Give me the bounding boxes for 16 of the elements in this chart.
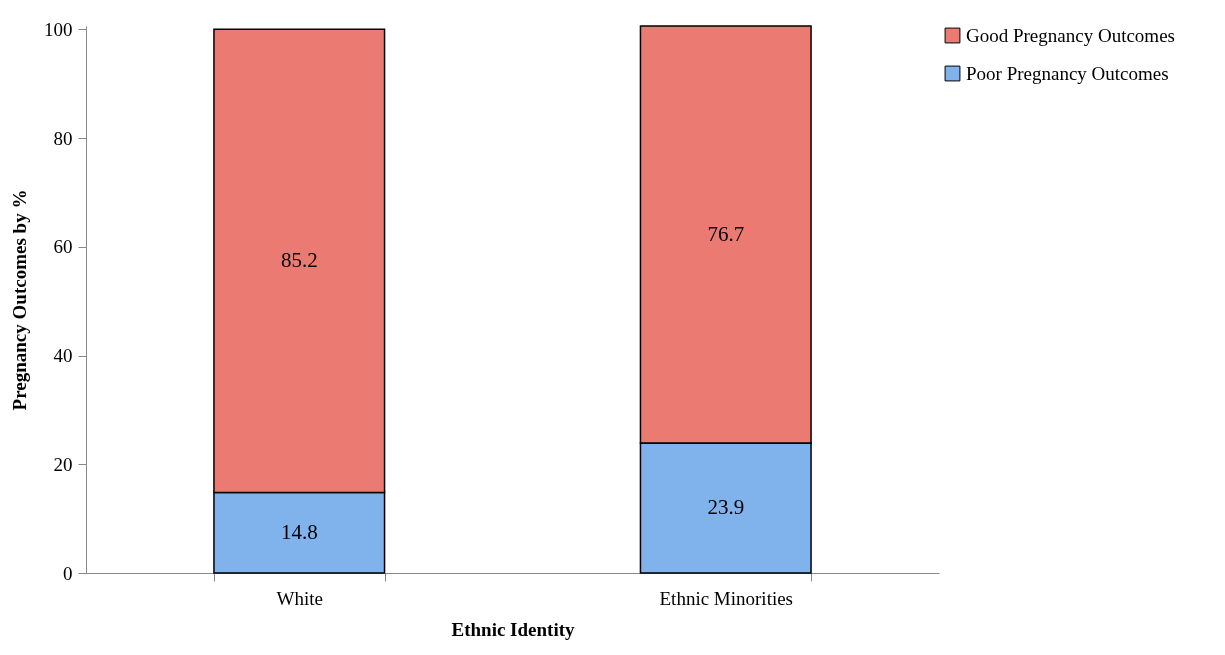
x-tick-label: White — [276, 587, 323, 609]
y-tick-label: 0 — [63, 562, 73, 584]
legend-label: Poor Pregnancy Outcomes — [966, 62, 1169, 84]
data-label: 76.7 — [707, 221, 745, 246]
y-axis-title: Pregnancy Outcomes by % — [9, 189, 30, 411]
x-tick-label: Ethnic Minorities — [659, 587, 794, 609]
y-tick-label: 60 — [53, 236, 73, 258]
y-tick-label: 80 — [53, 127, 73, 149]
data-label: 23.9 — [707, 495, 745, 520]
data-label: 14.8 — [280, 519, 318, 544]
data-label: 85.2 — [280, 247, 318, 272]
y-tick-label: 20 — [53, 453, 73, 475]
legend-label: Good Pregnancy Outcomes — [966, 24, 1175, 46]
y-tick-label: 40 — [53, 345, 73, 366]
x-axis-title: Ethnic Identity — [451, 618, 575, 640]
y-tick-label: 100 — [44, 18, 73, 40]
